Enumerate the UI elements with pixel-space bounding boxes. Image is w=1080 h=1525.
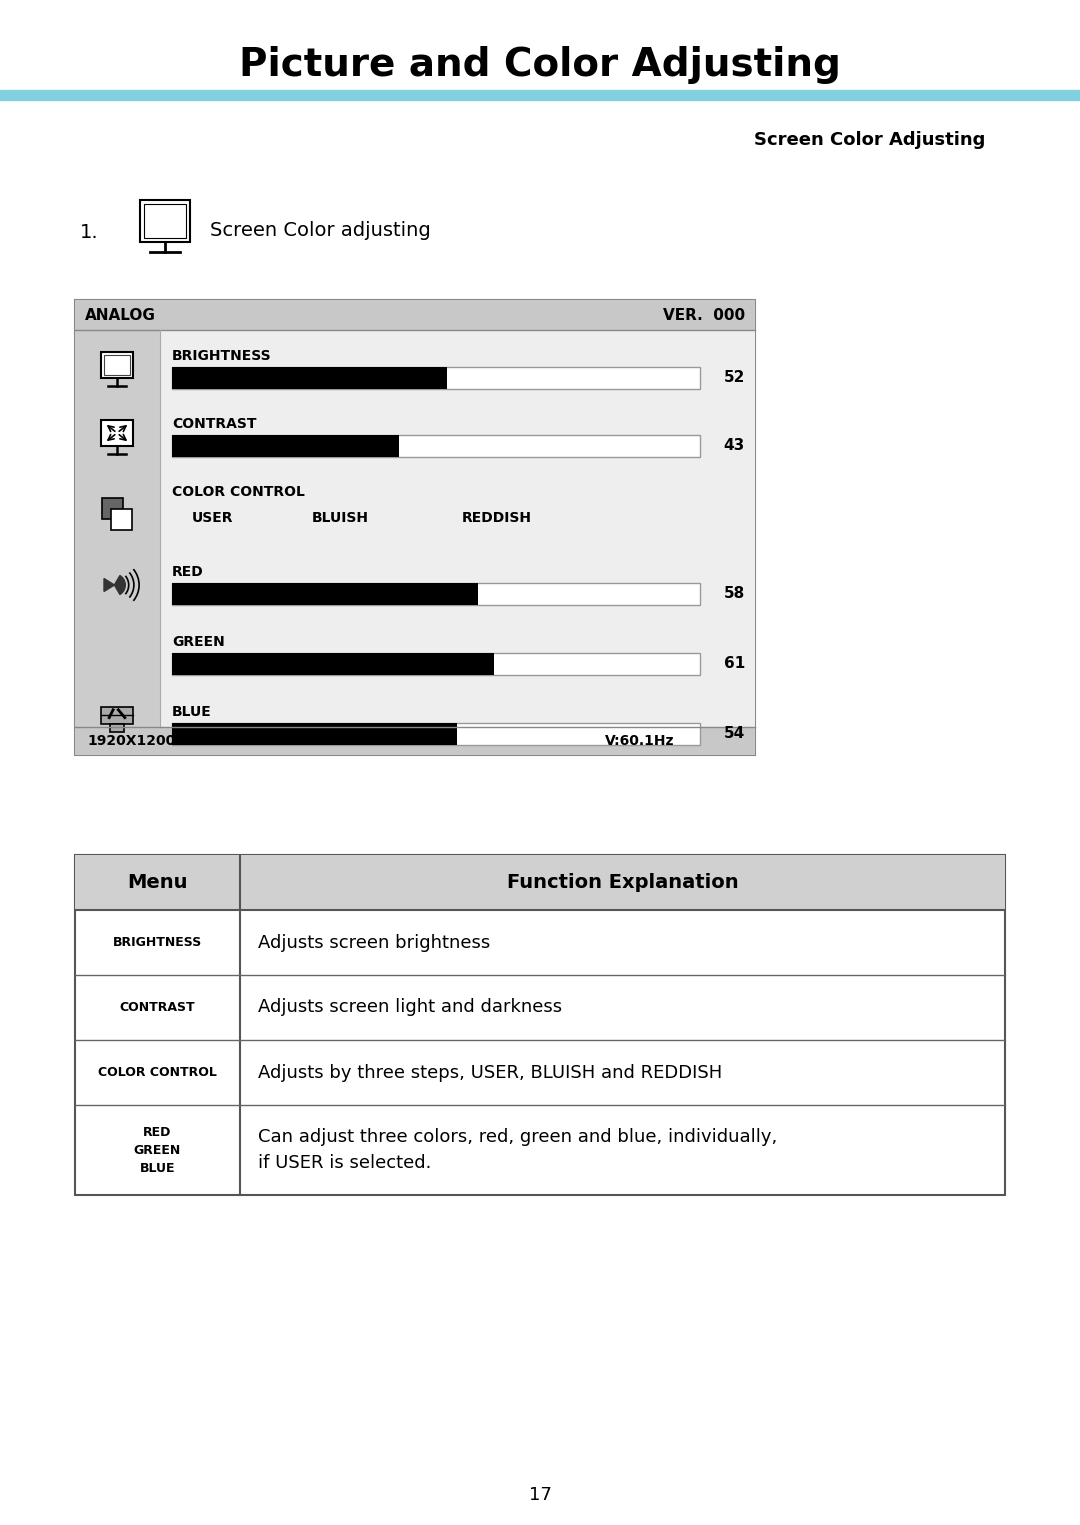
Text: 52: 52	[724, 371, 745, 386]
Bar	[75, 300, 755, 329]
Bar	[102, 352, 133, 378]
Bar	[75, 856, 1005, 1196]
Bar	[172, 368, 700, 389]
Bar	[172, 583, 478, 605]
Text: USER: USER	[192, 511, 233, 525]
Text: 17: 17	[528, 1485, 552, 1504]
Bar	[172, 653, 494, 676]
Text: Adjusts by three steps, USER, BLUISH and REDDISH: Adjusts by three steps, USER, BLUISH and…	[258, 1063, 723, 1081]
Bar	[172, 723, 457, 746]
Text: BRIGHTNESS: BRIGHTNESS	[172, 349, 272, 363]
Text: 61: 61	[724, 656, 745, 671]
Text: V:60.1Hz: V:60.1Hz	[605, 734, 674, 747]
Text: ANALOG: ANALOG	[85, 308, 156, 322]
Text: RED
GREEN
BLUE: RED GREEN BLUE	[134, 1125, 181, 1174]
Bar	[172, 723, 700, 746]
Bar	[172, 653, 700, 676]
Text: 1.: 1.	[80, 223, 98, 241]
Bar	[172, 435, 700, 457]
Text: 54: 54	[724, 726, 745, 741]
Bar	[102, 499, 123, 518]
Text: BLUISH: BLUISH	[312, 511, 369, 525]
Text: 58: 58	[724, 587, 745, 601]
Text: VER.  000: VER. 000	[663, 308, 745, 322]
Text: Adjusts screen brightness: Adjusts screen brightness	[258, 933, 490, 952]
Text: 1920X1200: 1920X1200	[87, 734, 175, 747]
Bar	[140, 200, 190, 242]
Text: CONTRAST: CONTRAST	[120, 1000, 195, 1014]
Text: COLOR CONTROL: COLOR CONTROL	[98, 1066, 217, 1080]
Text: REDDISH: REDDISH	[462, 511, 532, 525]
Text: Screen Color adjusting: Screen Color adjusting	[210, 221, 431, 239]
Text: RED: RED	[172, 564, 204, 580]
Text: 43: 43	[724, 439, 745, 453]
Text: BLUE: BLUE	[172, 705, 212, 718]
Text: Picture and Color Adjusting: Picture and Color Adjusting	[239, 46, 841, 84]
Bar	[75, 329, 160, 727]
Bar	[102, 419, 133, 445]
Text: Function Explanation: Function Explanation	[507, 872, 739, 892]
Text: GREEN: GREEN	[172, 634, 225, 650]
Bar	[105, 355, 130, 375]
Text: H:74.1KHz: H:74.1KHz	[326, 734, 408, 747]
Bar	[75, 727, 755, 755]
Text: Can adjust three colors, red, green and blue, individually,
if USER is selected.: Can adjust three colors, red, green and …	[258, 1128, 778, 1171]
Bar	[102, 708, 133, 724]
Bar	[160, 329, 755, 727]
Text: Screen Color Adjusting: Screen Color Adjusting	[754, 131, 986, 149]
Bar	[75, 300, 755, 755]
Bar	[144, 204, 186, 238]
Text: Adjusts screen light and darkness: Adjusts screen light and darkness	[258, 999, 562, 1017]
Bar	[110, 723, 124, 732]
Bar	[0, 90, 1080, 101]
Text: COLOR CONTROL: COLOR CONTROL	[172, 485, 305, 499]
Bar	[172, 583, 700, 605]
Text: Menu: Menu	[127, 872, 188, 892]
Bar	[172, 368, 446, 389]
Bar	[75, 856, 1005, 910]
Wedge shape	[114, 575, 125, 595]
Text: CONTRAST: CONTRAST	[172, 416, 257, 432]
Text: BRIGHTNESS: BRIGHTNESS	[113, 936, 202, 949]
Polygon shape	[104, 578, 114, 592]
Bar	[172, 435, 399, 457]
Bar	[111, 509, 133, 531]
